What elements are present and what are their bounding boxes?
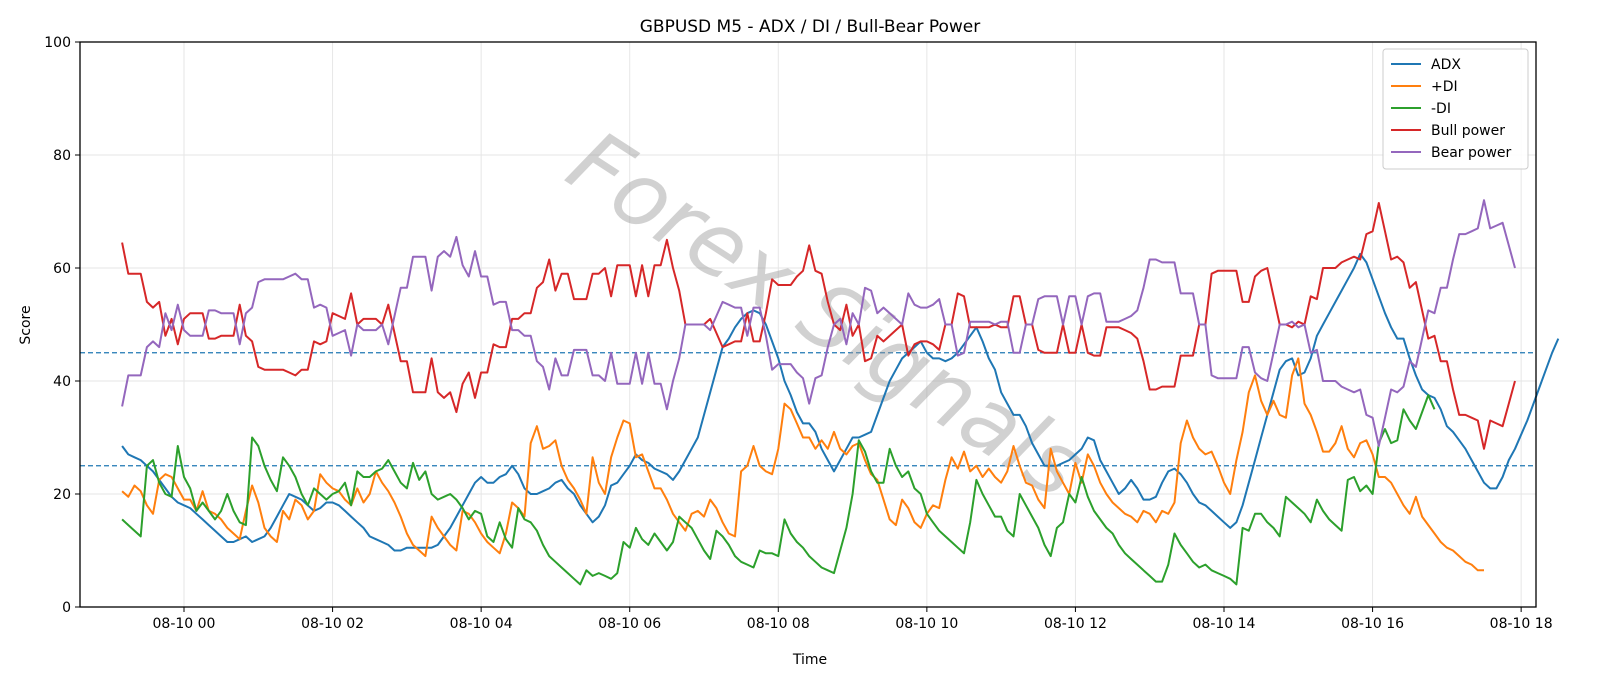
chart-title: GBPUSD M5 - ADX / DI / Bull-Bear Power [640, 17, 981, 37]
y-tick-label: 60 [53, 261, 71, 277]
series-line-adx [121, 252, 1560, 552]
y-tick-label: 20 [53, 487, 71, 503]
legend-label: -DI [1431, 101, 1451, 117]
y-tick-label: 100 [44, 35, 71, 51]
legend: ADX +DI -DI Bull power Bear power [1382, 48, 1529, 170]
y-axis-ticks: 0 20 40 60 80 100 [44, 35, 80, 616]
y-axis-label: Score [18, 305, 34, 344]
x-tick-label: 08-10 18 [1490, 616, 1553, 632]
legend-box [1382, 48, 1529, 170]
x-tick-label: 08-10 04 [450, 616, 513, 632]
legend-label: ADX [1431, 57, 1461, 73]
x-tick-label: 08-10 08 [747, 616, 810, 632]
series-line-bear-power [121, 199, 1516, 447]
x-axis-ticks: 08-10 00 08-10 02 08-10 04 08-10 06 08-10 08… [153, 607, 1553, 632]
x-tick-label: 08-10 14 [1193, 616, 1256, 632]
y-tick-label: 0 [62, 600, 71, 616]
series-line-di [121, 357, 1484, 572]
legend-label: +DI [1431, 79, 1458, 95]
reference-lines [80, 352, 1536, 467]
x-tick-label: 08-10 02 [301, 616, 364, 632]
x-axis-label: Time [792, 652, 827, 668]
x-tick-label: 08-10 12 [1044, 616, 1107, 632]
y-tick-label: 40 [53, 374, 71, 390]
series-line-di [121, 394, 1436, 586]
y-tick-label: 80 [53, 148, 71, 164]
legend-label: Bull power [1431, 123, 1505, 139]
x-tick-label: 08-10 06 [598, 616, 661, 632]
x-tick-label: 08-10 16 [1341, 616, 1404, 632]
x-tick-label: 08-10 10 [895, 616, 958, 632]
x-tick-label: 08-10 00 [153, 616, 216, 632]
legend-label: Bear power [1431, 145, 1512, 161]
plot-frame [79, 41, 1537, 608]
series-lines [121, 199, 1560, 586]
